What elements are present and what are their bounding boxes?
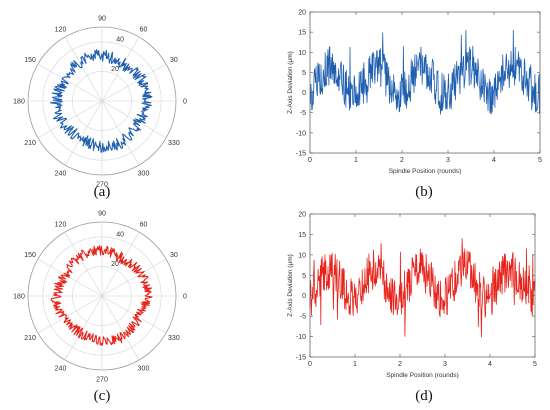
angle-tick-label: 120 (55, 27, 67, 34)
angle-tick-label: 60 (140, 27, 148, 34)
caption-b: (b) (415, 184, 433, 200)
y-tick-label: 0 (302, 293, 306, 300)
y-tick-label: 15 (298, 232, 306, 239)
angle-tick-label: 240 (55, 365, 67, 372)
y-tick-label: -5 (300, 110, 306, 117)
radius-tick-label: 40 (116, 37, 124, 44)
y-tick-label: 10 (298, 252, 306, 259)
y-tick-label: 15 (298, 30, 306, 37)
x-tick-label: 2 (398, 361, 402, 368)
angle-tick-label: 180 (13, 294, 25, 301)
y-tick-label: -10 (296, 130, 306, 137)
angle-tick-label: 210 (24, 140, 36, 147)
line-chart-b: -15 -10 -5 0 5 10 15 20 0 1 2 3 4 5 Spindle Position (… (287, 10, 542, 176)
radius-tick-label: 40 (116, 232, 124, 239)
y-tick-label: -15 (296, 355, 306, 362)
line-data-trace (309, 238, 536, 338)
polar-chart-c: 0 30 60 90 120 150 180 210 240 270 300 330 20 40 (13, 211, 187, 384)
polar-spoke (37, 295, 103, 334)
y-axis-label: Z-Axis Deviation (μm) (287, 51, 294, 114)
x-tick-label: 3 (446, 157, 450, 164)
polar-spoke (101, 100, 167, 139)
x-tick-label: 3 (443, 361, 447, 368)
x-axis-label: Spindle Position (rounds) (389, 168, 462, 175)
x-tick-label: 5 (533, 361, 537, 368)
angle-tick-label: 90 (98, 211, 106, 218)
caption-c: (c) (94, 388, 111, 404)
polar-spoke (64, 36, 103, 102)
angle-tick-label: 180 (13, 99, 25, 106)
x-tick-label: 1 (354, 157, 358, 164)
y-tick-label: 5 (302, 273, 306, 280)
angle-tick-label: 330 (168, 140, 180, 147)
angle-tick-label: 270 (96, 377, 108, 384)
angle-tick-label: 90 (98, 16, 106, 23)
x-axis-label: Spindle Position (rounds) (386, 372, 459, 379)
y-tick-label: 20 (298, 10, 306, 17)
polar-spoke (101, 258, 167, 297)
x-tick-label: 0 (308, 361, 312, 368)
x-tick-label: 2 (400, 157, 404, 164)
y-tick-label: 0 (302, 90, 306, 97)
radius-tick-label: 20 (111, 66, 119, 73)
y-tick-label: -5 (300, 314, 306, 321)
angle-tick-label: 0 (183, 294, 187, 301)
plot-frame (309, 11, 541, 154)
polar-spoke (101, 100, 140, 166)
angle-tick-label: 30 (170, 57, 178, 64)
angle-tick-label: 330 (168, 335, 180, 342)
polar-spoke (101, 231, 140, 297)
x-tick-label: 4 (492, 157, 496, 164)
x-tick-label: 1 (353, 361, 357, 368)
polar-spoke (64, 100, 103, 166)
x-tick-label: 0 (308, 157, 312, 164)
angle-tick-label: 60 (140, 222, 148, 229)
polar-spoke (37, 258, 103, 297)
y-tick-label: -10 (296, 334, 306, 341)
angle-tick-label: 150 (24, 252, 36, 259)
x-tick-label: 5 (538, 157, 542, 164)
angle-tick-label: 210 (24, 335, 36, 342)
angle-tick-label: 300 (138, 365, 150, 372)
angle-tick-label: 120 (55, 222, 67, 229)
angle-tick-label: 270 (96, 182, 108, 189)
polar-spoke (101, 295, 167, 334)
angle-tick-label: 150 (24, 57, 36, 64)
polar-data-trace (49, 49, 153, 153)
polar-spoke (64, 231, 103, 297)
polar-spoke (101, 295, 140, 361)
polar-spoke (64, 295, 103, 361)
caption-d: (d) (415, 388, 433, 404)
polar-spoke (37, 100, 103, 139)
angle-tick-label: 0 (183, 99, 187, 106)
plot-frame (309, 213, 536, 358)
polar-data-trace (50, 245, 153, 347)
radius-tick-label: 20 (111, 261, 119, 268)
polar-spoke (37, 63, 103, 102)
y-axis-label: Z-Axis Deviation (μm) (287, 254, 294, 317)
y-tick-label: 10 (298, 50, 306, 57)
polar-spoke (101, 63, 167, 102)
y-tick-label: 5 (302, 70, 306, 77)
polar-chart-a: 0 30 60 90 120 150 180 210 240 270 300 330 20 40 (13, 16, 187, 189)
x-tick-label: 4 (488, 361, 492, 368)
line-data-trace (309, 29, 541, 115)
angle-tick-label: 30 (170, 252, 178, 259)
angle-tick-label: 300 (138, 170, 150, 177)
y-tick-label: 20 (298, 212, 306, 219)
y-tick-label: -15 (296, 151, 306, 158)
angle-tick-label: 240 (55, 170, 67, 177)
line-chart-d: -15 -10 -5 0 5 10 15 20 0 1 2 3 4 5 Spindle Position (… (287, 212, 537, 380)
polar-spoke (101, 36, 140, 102)
caption-a: (a) (94, 184, 111, 200)
